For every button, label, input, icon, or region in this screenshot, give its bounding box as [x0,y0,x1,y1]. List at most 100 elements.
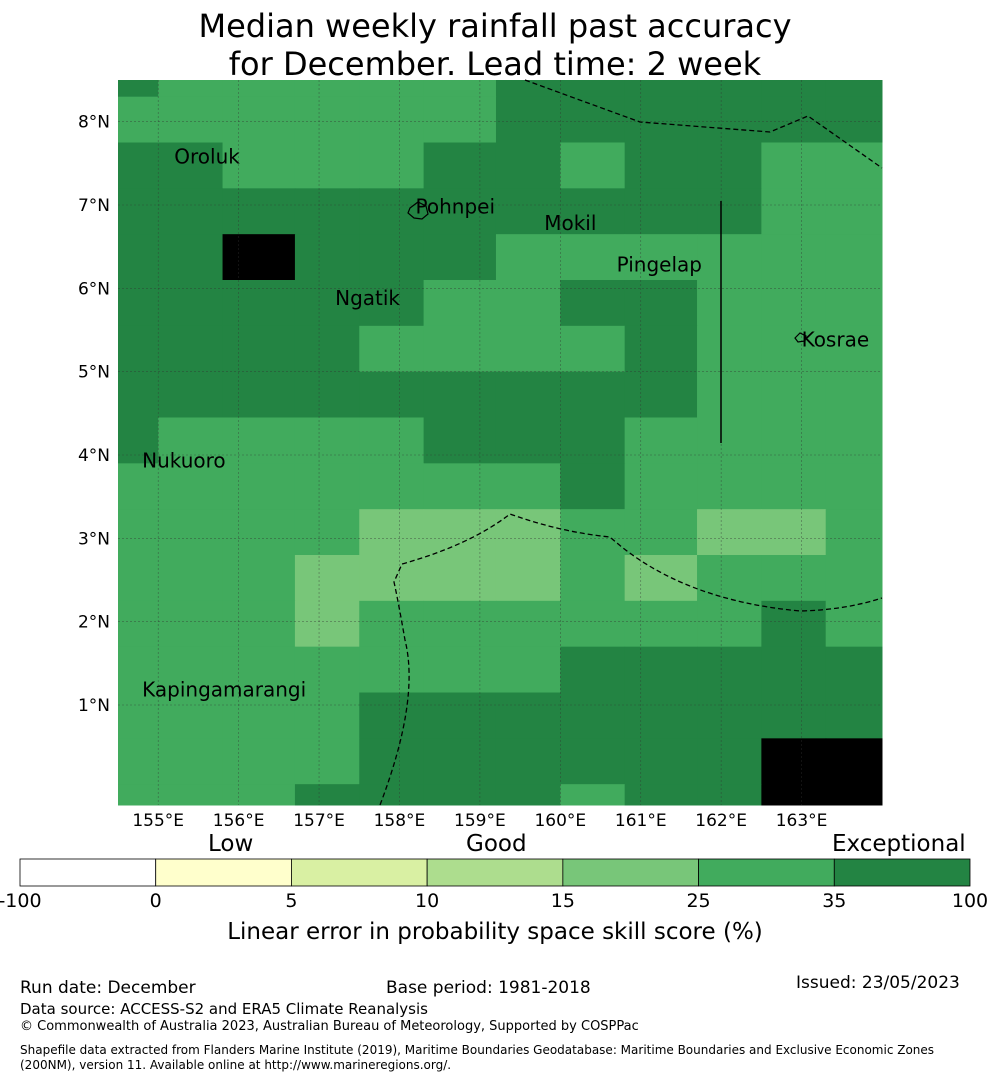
grid-cell [294,555,360,602]
colorbar-tick: 10 [415,890,440,912]
grid-cell [222,509,296,556]
colorbar-segment [155,858,292,887]
colorbar-tick: 100 [951,890,989,912]
grid-cell [423,555,497,602]
grid-cell [294,188,360,235]
latitude-label: 7°N [78,196,110,216]
grid-cell [624,555,698,602]
grid-cell [495,692,561,739]
grid-cell [359,80,425,98]
grid-cell [560,784,626,806]
grid-cell [294,234,360,281]
grid-cell [495,600,561,648]
map-gridlines [118,80,882,805]
grid-cell [423,96,497,143]
latitude-tick-labels: 1°N 2°N 3°N 4°N 5°N 6°N 7°N 8°N [78,113,110,716]
grid-cell [560,738,626,785]
grid-cell [359,325,425,373]
grid-cell [495,80,561,98]
grid-cell [423,692,497,739]
grid-cell [761,234,827,281]
grid-cell [495,234,561,281]
grid-cell [359,600,425,648]
grid-cell [761,555,827,602]
grid-cell [118,280,159,327]
latitude-label: 1°N [78,696,110,716]
grid-cell [423,738,497,785]
grid-cell [359,280,425,327]
grid-cell [495,96,561,143]
grid-cell [761,325,827,373]
grid-cell [158,280,224,327]
grid-cell [825,646,883,693]
eez-boundary-north [524,79,883,169]
colorbar [19,858,971,887]
longitude-label: 161°E [615,811,667,831]
latitude-label: 6°N [78,279,110,299]
longitude-label: 158°E [374,811,426,831]
grid-cell [825,142,883,189]
grid-cell [624,188,698,235]
grid-cell [222,646,296,693]
grid-cell [294,417,360,464]
grid-cell [158,96,224,143]
grid-cell [697,509,762,556]
grid-cell [359,692,425,739]
grid-cell [359,96,425,143]
grid-cell [560,555,626,602]
grid-cell [560,463,626,510]
grid-cell [118,463,159,510]
grid-cell [761,96,827,143]
grid-cell [158,325,224,373]
grid-cell [624,784,698,806]
grid-cell [560,142,626,189]
grid-cell [697,96,762,143]
grid-cell [761,417,827,464]
grid-cell [294,646,360,693]
grid-cell [761,692,827,739]
grid-cell [423,600,497,648]
grid-cell [294,784,360,806]
grid-cell [423,463,497,510]
grid-cell [158,188,224,235]
grid-cell [761,646,827,693]
grid-cell [560,80,626,98]
place-label: Pingelap [617,253,702,277]
grid-cell [222,738,296,785]
colorbar-tick: 15 [550,890,575,912]
grid-cell [697,325,762,373]
longitude-label: 162°E [695,811,747,831]
grid-cell [761,371,827,418]
grid-cell [118,325,159,373]
grid-cell [560,96,626,143]
issued-date-text: Issued: 23/05/2023 [796,973,960,993]
grid-cell [118,417,159,464]
colorbar-segment [698,858,835,887]
grid-cell [359,509,425,556]
grid-cell [423,142,497,189]
colorbar-segment [291,858,428,887]
colorbar-tick: -100 [0,890,42,912]
grid-cell [624,738,698,785]
grid-cell [222,371,296,418]
grid-cell [697,142,762,189]
grid-cell [423,371,497,418]
grid-cell [697,692,762,739]
grid-cell [118,80,159,98]
colorbar-tick: 5 [285,890,298,912]
place-label: Nukuoro [142,449,226,473]
grid-cell [222,417,296,464]
map-title-line1: Median weekly rainfall past accuracy [198,7,792,45]
colorbar-tick: 35 [822,890,847,912]
grid-cell [697,784,762,806]
grid-cell [359,646,425,693]
place-label: Kosrae [802,328,870,352]
grid-cell [761,509,827,556]
grid-cell [761,600,827,648]
grid-cell [423,509,497,556]
grid-cell [825,417,883,464]
grid-cell [495,509,561,556]
eez-boundary-south [379,513,883,806]
longitude-label: 155°E [132,811,184,831]
skill-grid-cells [118,80,883,806]
